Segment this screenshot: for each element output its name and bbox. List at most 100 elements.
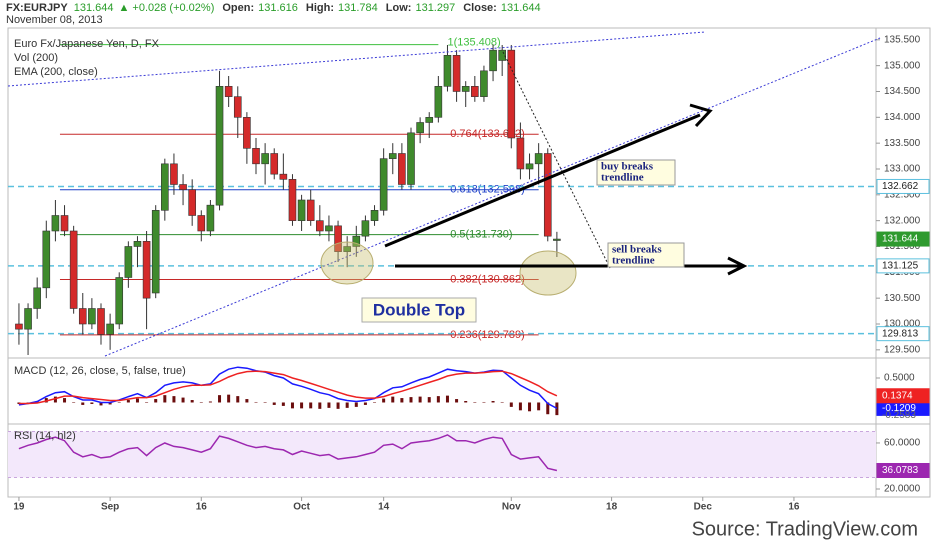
level-badge: 131.125 [882,261,919,272]
candle-body [261,153,269,165]
histogram-bar [63,398,67,403]
low-label: Low: [386,2,412,14]
level-badge: 129.813 [882,328,919,339]
candle-body [471,86,479,97]
candle-body [352,235,361,247]
candle-body [379,158,388,211]
sell-note: sell breaks [612,244,662,256]
candle-body [325,225,333,232]
candle-body [398,153,406,185]
histogram-bar [99,402,103,406]
fib-label: 1(135.408) [447,36,500,48]
top-ellipse [519,250,577,296]
histogram-bar [190,400,194,403]
candle-body [443,55,452,87]
histogram-bar [126,400,130,403]
histogram-bar [382,398,386,403]
candle-body [106,323,114,335]
sell-note: trendline [612,255,655,267]
x-tick-label: 19 [13,502,25,513]
candle-body [142,241,151,299]
close-badge: 131.644 [882,234,919,245]
candle-body [452,55,461,92]
open-value: 131.616 [258,2,298,14]
histogram-bar [218,395,222,403]
plot-area: 19 Sep 16 Oct 14 Nov 18 Dec 16 129.500 130.000 130.… [8,34,930,513]
histogram-bar [455,399,459,403]
rsi-band [8,431,876,478]
histogram-bar [245,399,249,403]
histogram-bar [26,402,30,403]
histogram-bar [154,399,158,403]
upper-trendline [7,31,706,87]
candle-body [215,86,224,206]
histogram-bar [318,402,322,409]
histogram-bar [327,402,331,408]
x-tick-label: Dec [694,502,713,513]
candle-body [151,210,160,294]
candle-body [279,173,288,180]
series-line [18,434,558,472]
histogram-bar [81,402,85,405]
level-badge-bg [876,178,930,194]
change: +0.028 (+0.02%) [132,2,214,14]
x-tick-label: 14 [378,502,390,513]
histogram-bar [400,398,404,403]
fib-label: 0.236(129.789) [450,329,525,341]
candle-body [233,96,242,118]
value-badge-bg [876,388,930,404]
histogram-bar [181,397,185,403]
histogram-bar [199,402,203,403]
histogram-value: -0.2583 [882,410,916,421]
candle-body [179,184,187,190]
histogram-bar [546,402,550,415]
y-tick-label: 131.500 [884,241,921,252]
histogram-bar [263,402,267,403]
y-tick-label: 130.500 [884,293,921,304]
y-tick-label: 60.0000 [884,438,921,449]
buy-note: trendline [601,172,644,184]
candle-body [489,49,497,72]
y-tick-label: 133.000 [884,164,921,175]
y-tick-label: 134.000 [884,112,921,123]
y-tick-label: 0.5000 [884,373,915,384]
y-tick-label: 134.500 [884,86,921,97]
candle-body [124,246,133,278]
histogram-bar [373,402,377,403]
candle-body [534,153,543,165]
y-tick-label: 135.000 [884,60,921,71]
candle-body [33,287,41,309]
histogram-bar [172,396,176,403]
buy-arrow [384,113,701,248]
candle-body [97,308,105,335]
drop-trendline [502,51,611,269]
candle-body [170,163,178,185]
candle-body [416,122,424,134]
y-tick-label: 130.000 [884,319,921,330]
level-badge-bg [876,326,930,342]
y-tick-label: 132.500 [884,189,921,200]
candle-body [461,86,470,92]
level-badge-bg [876,258,930,274]
close-badge-bg [876,231,930,247]
last-price: 131.644 [74,2,114,14]
histogram-bar [500,401,504,403]
candle-body [88,308,96,325]
candle-body [407,132,415,185]
histogram-bar [117,401,121,403]
candle-body [270,153,279,175]
candle-body [425,117,434,123]
header-line: FX:EURJPY 131.644 ▲ +0.028 (+0.02%) Open: 131… [6,2,541,14]
y-tick-label: 135.500 [884,34,921,45]
histogram-bar [491,401,495,403]
high-label: High: [306,2,334,14]
value-badge-bg [876,462,930,478]
histogram-bar [528,402,532,412]
histogram-bar [345,402,349,408]
x-tick-label: Nov [502,502,521,513]
candle-body [553,238,561,241]
histogram-bar [427,397,431,403]
x-tick-label: 16 [196,502,208,513]
histogram-bar [464,401,468,403]
